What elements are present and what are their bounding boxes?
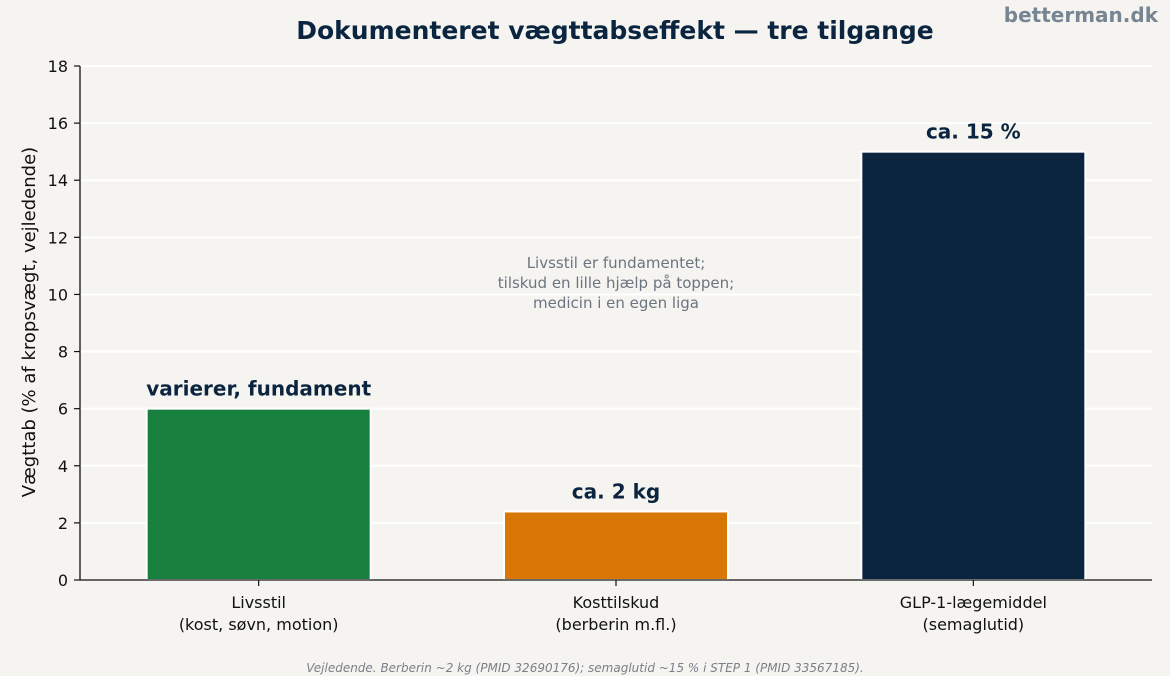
y-tick-label: 16	[48, 114, 68, 133]
y-axis-label: Vægttab (% af kropsvægt, vejledende)	[19, 147, 40, 497]
x-tick-label: GLP-1-lægemiddel	[900, 593, 1047, 612]
chart-title: Dokumenteret vægttabseffekt — tre tilgan…	[296, 16, 934, 45]
bars	[145, 150, 1087, 582]
bar	[860, 150, 1087, 582]
bar	[145, 407, 372, 581]
y-tick-label: 18	[48, 57, 68, 76]
data-label: ca. 15 %	[926, 120, 1021, 144]
y-tick-label: 0	[58, 571, 68, 590]
x-tick-label: Livsstil	[231, 593, 286, 612]
bar	[503, 510, 729, 582]
annotation-line: Livsstil er fundamentet;	[527, 254, 706, 272]
data-label: varierer, fundament	[146, 377, 371, 401]
data-labels: varierer, fundament ca. 2 kg ca. 15 %	[146, 120, 1021, 504]
brand-label: betterman.dk	[1004, 3, 1159, 27]
y-tick-label: 8	[58, 343, 68, 362]
x-axis: Livsstil (kost, søvn, motion) Kosttilskud (…	[80, 579, 1152, 634]
annotation-line: medicin i en egen liga	[533, 294, 699, 312]
y-tick-label: 6	[58, 400, 68, 419]
x-tick-label: (kost, søvn, motion)	[179, 615, 339, 634]
annotation-line: tilskud en lille hjælp på toppen;	[498, 274, 734, 292]
y-axis: 0 2 4 6 8 10 12 14 16 18	[48, 57, 81, 590]
data-label: ca. 2 kg	[572, 479, 660, 503]
footnote: Vejledende. Berberin ~2 kg (PMID 3269017…	[306, 661, 863, 675]
annotation-text: Livsstil er fundamentet; tilskud en lille…	[498, 254, 734, 312]
x-tick-label: (berberin m.fl.)	[555, 615, 676, 634]
y-tick-label: 14	[48, 171, 68, 190]
y-tick-label: 10	[48, 285, 68, 304]
y-tick-label: 2	[58, 514, 68, 533]
y-tick-label: 12	[48, 228, 68, 247]
x-tick-label: (semaglutid)	[922, 615, 1024, 634]
x-tick-label: Kosttilskud	[573, 593, 660, 612]
y-tick-label: 4	[58, 457, 68, 476]
